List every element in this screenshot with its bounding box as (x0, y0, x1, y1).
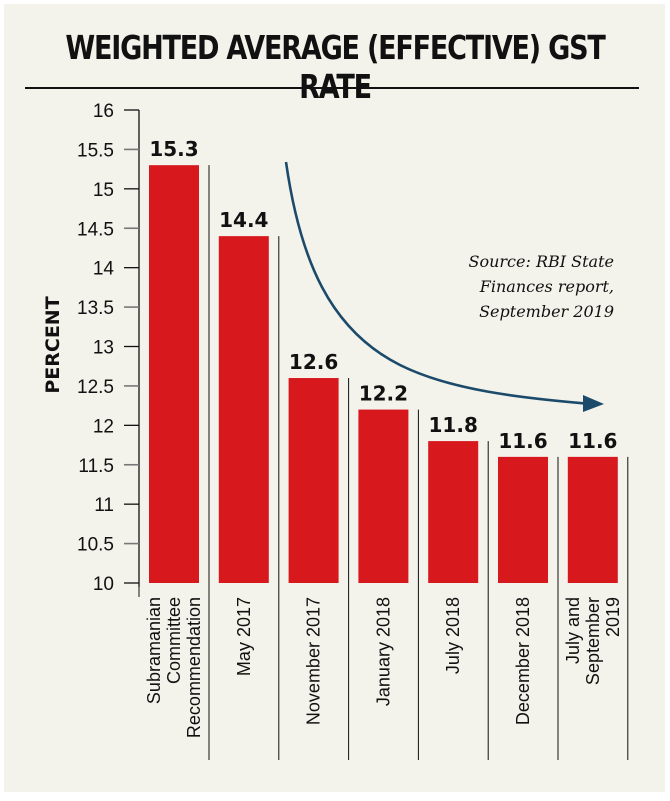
bar-value-label: 12.6 (289, 350, 338, 374)
y-tick-label: 10.5 (77, 535, 114, 556)
bar (218, 236, 269, 583)
source-line: Finances report, (479, 277, 614, 296)
title-rule (25, 87, 639, 89)
y-tick-label: 12.5 (77, 377, 114, 398)
y-tick-label: 15 (93, 180, 114, 201)
category-label: September (583, 597, 603, 685)
bar-value-label: 14.4 (219, 208, 268, 232)
category-label: July 2018 (443, 597, 463, 674)
bar (149, 165, 199, 583)
bar (358, 409, 409, 583)
y-tick-label: 11.5 (78, 456, 114, 477)
bar-value-label: 12.2 (359, 382, 408, 406)
bar (498, 456, 548, 583)
y-tick-label: 14 (93, 259, 115, 280)
category-label: Subramanian (144, 597, 164, 704)
category-label: May 2017 (234, 597, 254, 676)
source-line: Source: RBI State (469, 252, 615, 271)
category-label: January 2018 (373, 597, 393, 706)
y-tick-label: 16 (93, 101, 114, 122)
arrow-head-icon (583, 395, 604, 412)
y-tick-label: 14.5 (77, 219, 114, 240)
y-tick-label: 13 (93, 338, 114, 359)
y-tick-label: 12 (93, 416, 114, 437)
chart-title: WEIGHTED AVERAGE (EFFECTIVE) GST RATE (65, 28, 605, 106)
trend-arrow (284, 161, 593, 406)
category-label: Committee (164, 597, 184, 684)
source-line: September 2019 (479, 302, 614, 321)
y-tick-label: 10 (93, 574, 114, 595)
y-axis-label: PERCENT (42, 296, 64, 393)
bar-value-label: 15.3 (149, 137, 198, 161)
category-label: December 2018 (513, 597, 533, 725)
category-label: November 2017 (304, 597, 324, 725)
category-label: Recommendation (184, 597, 204, 738)
bar (428, 441, 479, 583)
y-tick-label: 11 (94, 495, 114, 516)
y-tick-label: 13.5 (77, 298, 114, 319)
category-label: July and (563, 597, 583, 664)
bar (567, 456, 618, 583)
category-label: 2019 (603, 597, 623, 637)
bar (288, 378, 339, 583)
y-tick-label: 15.5 (77, 140, 114, 161)
bar-value-label: 11.8 (429, 413, 478, 437)
bar-value-label: 11.6 (568, 429, 617, 453)
bar-value-label: 11.6 (498, 429, 547, 453)
